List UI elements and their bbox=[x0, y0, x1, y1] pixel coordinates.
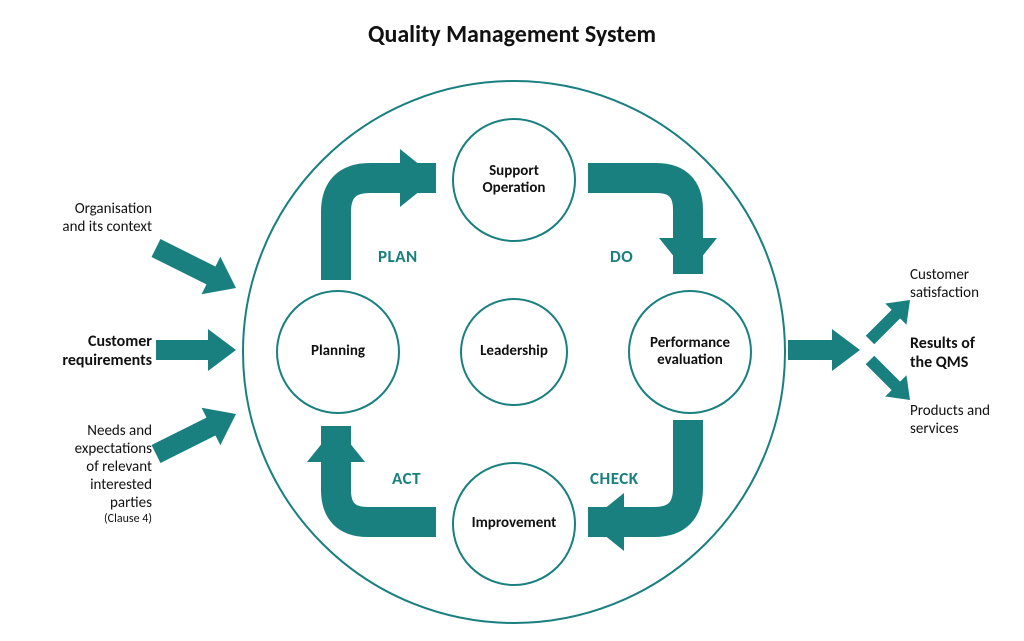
label-prod_serv: Products andservices bbox=[910, 402, 1020, 438]
page-title: Quality Management System bbox=[0, 20, 1024, 49]
output-arrow-out_up-head bbox=[885, 300, 910, 325]
node-leadership: Leadership bbox=[460, 298, 568, 406]
phase-check: CHECK bbox=[590, 468, 639, 489]
input-arrow-in_top-head bbox=[202, 257, 236, 295]
node-improvement: Improvement bbox=[452, 462, 576, 586]
input-arrow-in_mid-head bbox=[208, 329, 236, 371]
label-needs_exp-sub: (Clause 4) bbox=[40, 512, 152, 526]
input-arrow-in_bot-shaft bbox=[156, 422, 221, 454]
output-arrow-out_down-head bbox=[885, 375, 910, 400]
output-arrow-out_up-shaft bbox=[870, 308, 902, 340]
output-arrow-main-head bbox=[832, 329, 860, 371]
label-needs_exp: Needs andexpectationsof relevantinterest… bbox=[40, 422, 152, 526]
label-org_context: Organisationand its context bbox=[40, 200, 152, 236]
node-planning: Planning bbox=[276, 290, 400, 414]
phase-plan: PLAN bbox=[378, 246, 418, 267]
node-planning-label: Planning bbox=[307, 339, 369, 364]
phase-act: ACT bbox=[392, 468, 421, 489]
label-cust_req: Customerrequirements bbox=[20, 332, 152, 370]
input-arrow-in_bot-head bbox=[202, 408, 236, 446]
phase-do: DO bbox=[610, 246, 633, 267]
node-performance: Performanceevaluation bbox=[628, 290, 752, 414]
diagram-stage: Quality Management System Leadership Pla… bbox=[0, 0, 1024, 641]
input-arrow-in_top-shaft bbox=[156, 248, 221, 280]
node-leadership-label: Leadership bbox=[476, 339, 552, 364]
node-performance-label: Performanceevaluation bbox=[646, 331, 734, 374]
node-improvement-label: Improvement bbox=[468, 511, 561, 536]
output-arrow-out_down-shaft bbox=[870, 360, 902, 392]
label-results_qms: Results ofthe QMS bbox=[910, 334, 1020, 372]
label-cust_sat: Customersatisfaction bbox=[910, 266, 1020, 302]
node-support-label: SupportOperation bbox=[479, 159, 550, 202]
node-support: SupportOperation bbox=[452, 118, 576, 242]
